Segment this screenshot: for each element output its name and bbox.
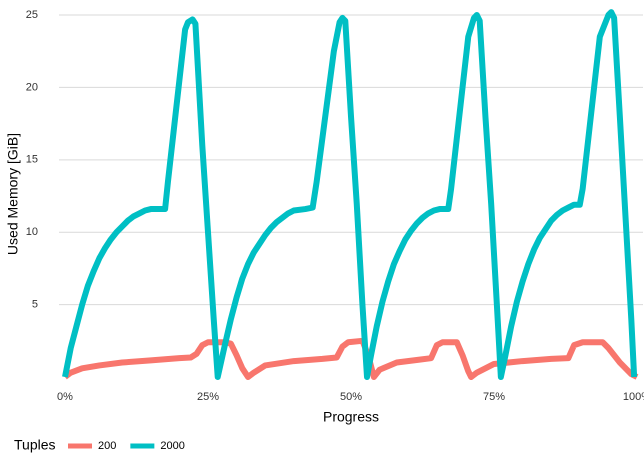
x-tick-label: 75% (483, 391, 505, 403)
y-tick-label: 5 (32, 299, 38, 311)
y-axis-title: Used Memory [GiB] (5, 133, 21, 255)
x-tick-label: 0% (57, 391, 73, 403)
line (62, 9, 638, 380)
y-tick-label: 10 (26, 226, 38, 238)
legend-label: 200 (98, 440, 116, 452)
x-axis-title: Progress (323, 409, 379, 425)
y-tick-label: 25 (26, 9, 38, 21)
x-tick-label: 50% (340, 391, 362, 403)
x-tick-label: 25% (197, 391, 219, 403)
y-tick-label: 15 (26, 154, 38, 166)
y-tick-label: 20 (26, 81, 38, 93)
legend-title: Tuples (14, 437, 56, 453)
line (63, 337, 639, 380)
x-tick-label: 100% (623, 391, 644, 403)
legend-label: 2000 (160, 440, 184, 452)
